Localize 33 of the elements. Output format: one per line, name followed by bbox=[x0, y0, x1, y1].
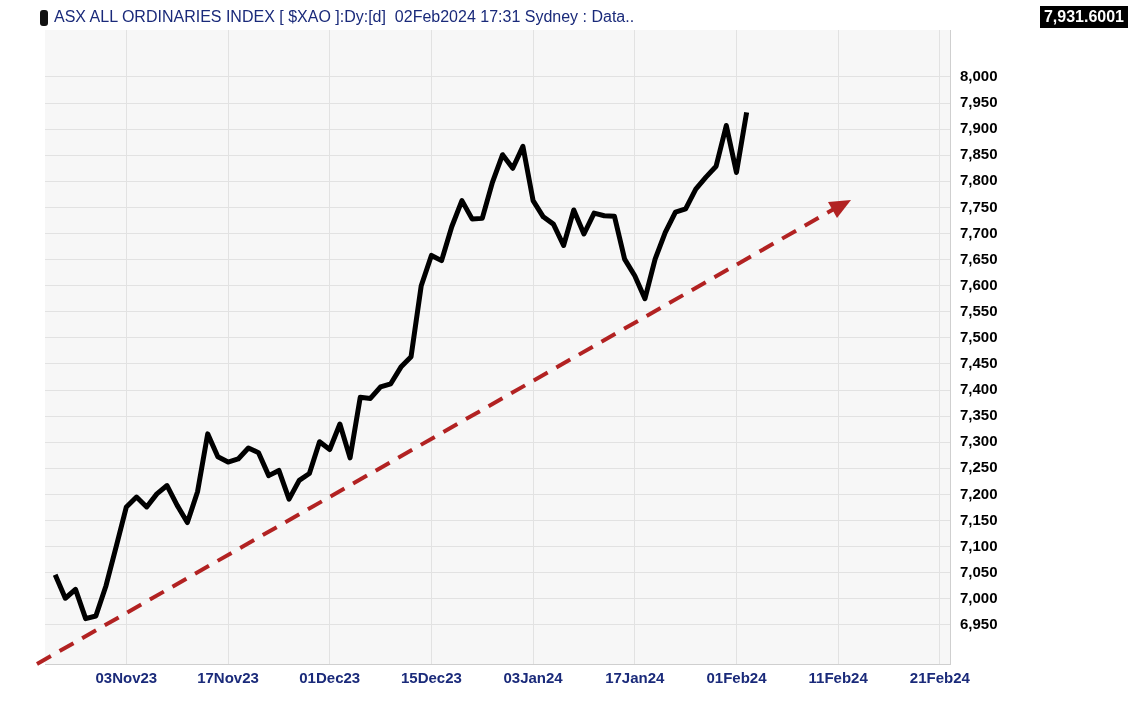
x-tick-label: 17Jan24 bbox=[605, 669, 666, 687]
y-tick-label: 6,950 bbox=[960, 615, 998, 632]
chart-title: ASX ALL ORDINARIES INDEX [ $XAO ]:Dy:[d] 02Feb2024 17:31 Sydney : Data.. bbox=[54, 8, 635, 26]
x-tick-label: 15Dec23 bbox=[400, 669, 462, 687]
x-tick-label: 17Nov23 bbox=[197, 669, 259, 687]
x-tick-label: 21Feb24 bbox=[909, 669, 971, 687]
x-tick-label: 03Nov23 bbox=[95, 669, 158, 687]
y-tick-label: 7,750 bbox=[960, 197, 998, 215]
y-tick-label: 7,450 bbox=[960, 354, 998, 372]
y-tick-label: 7,950 bbox=[960, 93, 998, 111]
y-tick-label: 7,200 bbox=[960, 484, 998, 502]
y-tick-label: 7,000 bbox=[960, 588, 998, 606]
y-tick-label: 7,400 bbox=[960, 380, 998, 398]
y-tick-label: 7,150 bbox=[960, 510, 998, 528]
text: 7,931.6001 bbox=[1039, 6, 1128, 28]
x-tick-label: 03Jan24 bbox=[503, 669, 564, 687]
y-tick-label: 7,250 bbox=[960, 458, 998, 476]
y-tick-label: 7,550 bbox=[960, 301, 998, 319]
y-tick-label: 7,800 bbox=[960, 171, 998, 189]
y-tick-label: 7,900 bbox=[960, 119, 998, 137]
y-tick-label: 7,700 bbox=[960, 223, 998, 241]
y-tick-label: 7,600 bbox=[960, 275, 998, 293]
x-tick-label: 01Dec23 bbox=[299, 669, 361, 687]
x-tick-label: 01Feb24 bbox=[706, 669, 768, 687]
y-tick-label: 7,650 bbox=[960, 249, 998, 267]
y-tick-label: 8,000 bbox=[960, 67, 998, 85]
x-tick-label: 11Feb24 bbox=[808, 669, 869, 687]
y-tick-label: 7,500 bbox=[960, 328, 998, 346]
y-tick-label: 7,850 bbox=[960, 145, 998, 163]
y-tick-label: 7,300 bbox=[960, 432, 998, 450]
y-tick-label: 7,050 bbox=[960, 562, 998, 580]
y-tick-label: 7,350 bbox=[960, 406, 998, 424]
y-tick-label: 7,100 bbox=[960, 536, 998, 554]
